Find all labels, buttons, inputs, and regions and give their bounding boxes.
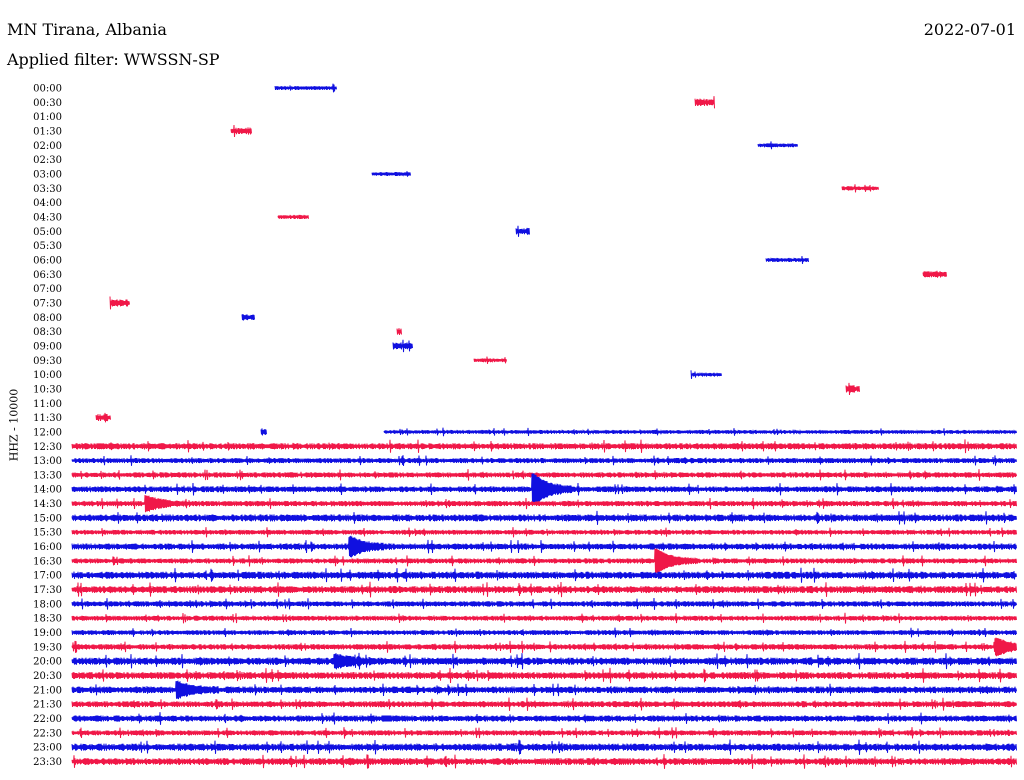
time-tick-2300: 23:00 (33, 743, 62, 754)
time-tick-0430: 04:30 (33, 212, 62, 223)
time-tick-1400: 14:00 (33, 485, 62, 496)
time-tick-2100: 21:00 (33, 685, 62, 696)
trace-segment-0630-9 (922, 270, 947, 278)
time-tick-1930: 19:30 (33, 642, 62, 653)
trace-row-1730 (71, 581, 1017, 598)
trace-row-1230 (71, 439, 1017, 454)
time-tick-0500: 05:00 (33, 227, 62, 238)
trace-row-1300 (71, 455, 1017, 467)
time-tick-1100: 11:00 (33, 399, 62, 410)
trace-row-1700 (71, 567, 1017, 583)
time-tick-0730: 07:30 (33, 298, 62, 309)
date-label: 2022-07-01 (923, 20, 1016, 39)
trace-row-2200 (71, 712, 1017, 725)
trace-segment-0500-7 (515, 225, 530, 237)
time-tick-1730: 17:30 (33, 585, 62, 596)
trace-row-1400 (71, 473, 1017, 506)
time-tick-0200: 02:00 (33, 141, 62, 152)
time-tick-0830: 08:30 (33, 327, 62, 338)
time-tick-2230: 22:30 (33, 728, 62, 739)
trace-segment-0300-4 (371, 171, 411, 177)
time-tick-0700: 07:00 (33, 284, 62, 295)
time-tick-0930: 09:30 (33, 356, 62, 367)
trace-row-1530 (71, 527, 1017, 538)
time-tick-2330: 23:30 (33, 757, 62, 768)
time-tick-1000: 10:00 (33, 370, 62, 381)
time-tick-1200: 12:00 (33, 427, 62, 438)
trace-row-2030 (71, 667, 1017, 684)
trace-row-1830 (71, 612, 1017, 624)
time-tick-1530: 15:30 (33, 528, 62, 539)
time-tick-1900: 19:00 (33, 628, 62, 639)
trace-segment-0430-6 (277, 214, 309, 219)
time-tick-0300: 03:00 (33, 169, 62, 180)
trace-segment-0800-11 (241, 314, 255, 321)
trace-row-1800 (71, 597, 1017, 610)
time-tick-labels: 00:00 00:30 01:00 01:30 02:00 02:30 03:00 03:30… (33, 84, 62, 769)
trace-segment-1200-19 (383, 427, 1017, 437)
trace-segment-0900-13 (392, 339, 413, 353)
trace-segment-0200-3 (757, 141, 798, 150)
trace-row-2100 (71, 680, 1017, 700)
time-tick-1500: 15:00 (33, 513, 62, 524)
trace-row-1430 (71, 494, 1017, 513)
time-tick-0600: 06:00 (33, 255, 62, 266)
time-tick-2200: 22:00 (33, 714, 62, 725)
time-tick-0900: 09:00 (33, 341, 62, 352)
time-tick-2030: 20:30 (33, 671, 62, 682)
trace-segment-0730-10 (109, 296, 130, 310)
time-tick-2130: 21:30 (33, 700, 62, 711)
trace-segment-1200-18 (260, 428, 267, 436)
trace-row-1330 (71, 469, 1017, 481)
trace-row-2330 (71, 754, 1017, 769)
trace-row-1600 (71, 535, 1017, 558)
time-tick-0030: 00:30 (33, 98, 62, 109)
trace-row-2000 (71, 652, 1017, 670)
trace-segment-0600-8 (765, 256, 809, 264)
time-tick-0330: 03:30 (33, 184, 62, 195)
trace-row-1630 (71, 548, 1017, 574)
trace-segment-1030-16 (845, 382, 860, 396)
trace-row-2230 (71, 727, 1017, 739)
trace-segment-1000-15 (690, 370, 722, 379)
trace-lines (71, 83, 1017, 769)
time-tick-0230: 02:30 (33, 155, 62, 166)
trace-segment-1130-17 (95, 412, 111, 423)
trace-row-2300 (71, 739, 1017, 755)
time-tick-1300: 13:00 (33, 456, 62, 467)
trace-segment-0000-0 (274, 83, 337, 93)
time-tick-1800: 18:00 (33, 599, 62, 610)
time-tick-1700: 17:00 (33, 571, 62, 582)
time-tick-1630: 16:30 (33, 556, 62, 567)
trace-row-1900 (71, 627, 1017, 638)
time-tick-2000: 20:00 (33, 657, 62, 668)
time-tick-1430: 14:30 (33, 499, 62, 510)
trace-row-2130 (71, 697, 1017, 711)
station-title: MN Tirana, Albania (7, 20, 167, 39)
trace-segment-0130-2 (230, 124, 252, 138)
time-tick-0800: 08:00 (33, 313, 62, 324)
time-tick-0100: 01:00 (33, 112, 62, 123)
time-tick-0000: 00:00 (33, 84, 62, 95)
time-tick-1130: 11:30 (33, 413, 62, 424)
trace-segment-0330-5 (841, 184, 879, 193)
time-tick-0130: 01:30 (33, 126, 62, 137)
time-tick-1230: 12:30 (33, 442, 62, 453)
trace-segment-0030-1 (694, 96, 715, 109)
trace-row-1930 (71, 637, 1017, 657)
time-tick-1030: 10:30 (33, 384, 62, 395)
filter-label: Applied filter: WWSSN-SP (7, 50, 220, 69)
time-tick-1830: 18:30 (33, 614, 62, 625)
time-tick-0630: 06:30 (33, 270, 62, 281)
time-tick-1330: 13:30 (33, 470, 62, 481)
time-tick-0530: 05:30 (33, 241, 62, 252)
time-tick-0400: 04:00 (33, 198, 62, 209)
trace-segment-0930-14 (473, 356, 507, 364)
time-tick-1600: 16:00 (33, 542, 62, 553)
trace-row-1500 (71, 510, 1017, 525)
trace-segment-0830-12 (396, 328, 402, 336)
